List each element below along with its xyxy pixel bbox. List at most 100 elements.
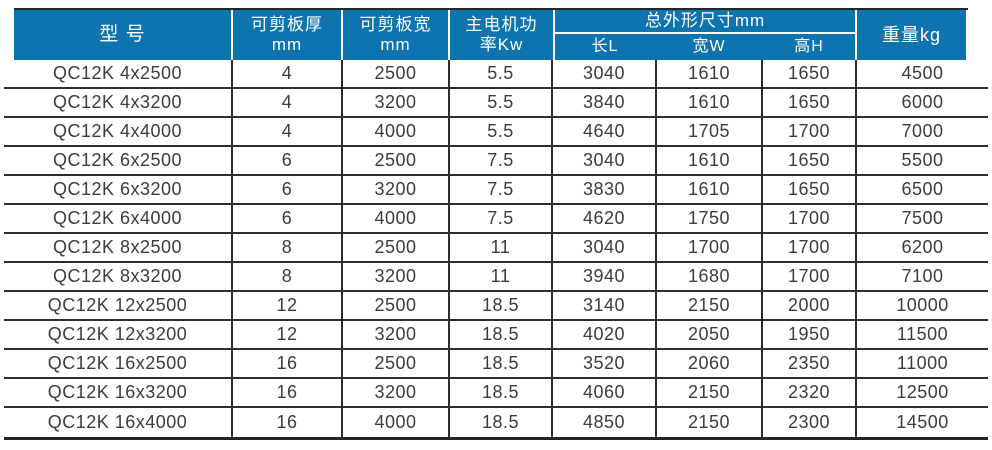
cell-dim-width: 1610 <box>657 147 763 174</box>
cell-length: 3040 <box>553 234 657 261</box>
cell-model: QC12K 6x3200 <box>4 176 233 203</box>
cell-power: 18.5 <box>450 350 553 377</box>
cell-thickness: 12 <box>233 321 343 348</box>
cell-width: 3200 <box>343 176 450 203</box>
cell-thickness: 6 <box>233 147 343 174</box>
cell-weight: 5500 <box>901 150 944 170</box>
cell-power: 7.5 <box>450 147 553 174</box>
header-dim-width: 宽W <box>692 38 726 55</box>
table-header-row: 型 号 可剪板厚 mm 可剪板宽 mm 主电机功 率Kw 总外形尺寸mm 长L … <box>14 8 968 60</box>
cell-length: 3840 <box>553 89 657 116</box>
header-dim-length: 长L <box>591 38 619 55</box>
cell-width: 4000 <box>343 118 450 145</box>
table-row: QC12K 4x3200 4 3200 5.5 3840 1610 1650 6… <box>4 89 988 118</box>
cell-power: 11 <box>450 263 553 290</box>
cell-length: 3830 <box>553 176 657 203</box>
cell-weight: 11500 <box>896 324 949 344</box>
cell-weight: 7500 <box>901 208 944 228</box>
cell-dim-width: 1610 <box>657 89 763 116</box>
cell-model: QC12K 12x3200 <box>4 321 233 348</box>
cell-height: 1700 <box>763 263 857 290</box>
cell-dim-width: 1700 <box>657 234 763 261</box>
cell-height: 1650 <box>763 176 857 203</box>
cell-power: 7.5 <box>450 176 553 203</box>
header-width-line1: 可剪板宽 <box>359 15 432 34</box>
cell-width: 4000 <box>343 205 450 232</box>
cell-model: QC12K 16x4000 <box>4 408 233 437</box>
cell-dim-width: 2060 <box>657 350 763 377</box>
table-row: QC12K 12x2500 12 2500 18.5 3140 2150 200… <box>4 292 988 321</box>
table-row: QC12K 16x2500 16 2500 18.5 3520 2060 235… <box>4 350 988 379</box>
cell-model: QC12K 8x2500 <box>4 234 233 261</box>
cell-power: 5.5 <box>450 60 553 87</box>
cell-power: 18.5 <box>450 321 553 348</box>
cell-weight: 6200 <box>901 237 944 257</box>
cell-height: 1700 <box>763 234 857 261</box>
cell-dim-width: 1610 <box>657 176 763 203</box>
header-model-label: 型 号 <box>99 24 146 45</box>
cell-width: 2500 <box>343 60 450 87</box>
cell-power: 5.5 <box>450 118 553 145</box>
cell-power: 5.5 <box>450 89 553 116</box>
header-model: 型 号 <box>14 10 231 60</box>
cell-thickness: 16 <box>233 350 343 377</box>
cell-thickness: 6 <box>233 205 343 232</box>
cell-dim-width: 2150 <box>657 292 763 319</box>
table-row: QC12K 4x2500 4 2500 5.5 3040 1610 1650 4… <box>4 60 988 89</box>
cell-height: 1650 <box>763 89 857 116</box>
cell-thickness: 4 <box>233 89 343 116</box>
cell-height: 1650 <box>763 147 857 174</box>
cell-model: QC12K 6x4000 <box>4 205 233 232</box>
table-row: QC12K 16x4000 16 4000 18.5 4850 2150 230… <box>4 408 988 437</box>
cell-length: 3520 <box>553 350 657 377</box>
header-width-line2: mm <box>380 35 411 54</box>
cell-width: 3200 <box>343 89 450 116</box>
table-row: QC12K 12x3200 12 3200 18.5 4020 2050 195… <box>4 321 988 350</box>
cell-height: 2300 <box>763 408 857 437</box>
cell-model: QC12K 8x3200 <box>4 263 233 290</box>
cell-model: QC12K 12x2500 <box>4 292 233 319</box>
cell-power: 11 <box>450 234 553 261</box>
spec-table: 型 号 可剪板厚 mm 可剪板宽 mm 主电机功 率Kw 总外形尺寸mm 长L … <box>4 8 988 440</box>
table-body: QC12K 4x2500 4 2500 5.5 3040 1610 1650 4… <box>4 60 988 440</box>
header-thickness: 可剪板厚 mm <box>233 10 341 60</box>
table-row: QC12K 6x3200 6 3200 7.5 3830 1610 1650 6… <box>4 176 988 205</box>
cell-thickness: 4 <box>233 118 343 145</box>
cell-dim-width: 1610 <box>657 60 763 87</box>
cell-height: 2350 <box>763 350 857 377</box>
cell-dim-width: 1680 <box>657 263 763 290</box>
cell-thickness: 16 <box>233 379 343 406</box>
cell-weight: 6500 <box>901 179 944 199</box>
cell-length: 4060 <box>553 379 657 406</box>
cell-thickness: 4 <box>233 60 343 87</box>
cell-width: 2500 <box>343 147 450 174</box>
cell-weight: 6000 <box>901 92 944 112</box>
cell-model: QC12K 4x4000 <box>4 118 233 145</box>
header-power-line2: 率Kw <box>479 35 524 54</box>
header-power-line1: 主电机功 <box>465 15 538 34</box>
header-thickness-line2: mm <box>271 35 303 54</box>
cell-length: 3140 <box>553 292 657 319</box>
cell-weight: 14500 <box>896 412 949 432</box>
cell-weight: 12500 <box>896 382 949 402</box>
cell-width: 3200 <box>343 379 450 406</box>
header-dim-height: 高H <box>794 38 824 55</box>
cell-length: 4850 <box>553 408 657 437</box>
cell-power: 18.5 <box>450 292 553 319</box>
cell-height: 1700 <box>763 205 857 232</box>
cell-weight: 7100 <box>901 266 944 286</box>
cell-width: 4000 <box>343 408 450 437</box>
cell-dim-width: 2150 <box>657 379 763 406</box>
header-dimensions-subrow: 长L 宽W 高H <box>555 34 855 60</box>
header-weight-label: 重量kg <box>881 25 941 45</box>
header-thickness-line1: 可剪板厚 <box>251 15 323 34</box>
cell-width: 2500 <box>343 350 450 377</box>
cell-width: 3200 <box>343 321 450 348</box>
cell-model: QC12K 16x3200 <box>4 379 233 406</box>
cell-length: 4620 <box>553 205 657 232</box>
cell-length: 4640 <box>553 118 657 145</box>
cell-weight: 7000 <box>901 121 944 141</box>
cell-power: 18.5 <box>450 379 553 406</box>
cell-model: QC12K 4x3200 <box>4 89 233 116</box>
cell-weight: 11000 <box>896 353 949 373</box>
